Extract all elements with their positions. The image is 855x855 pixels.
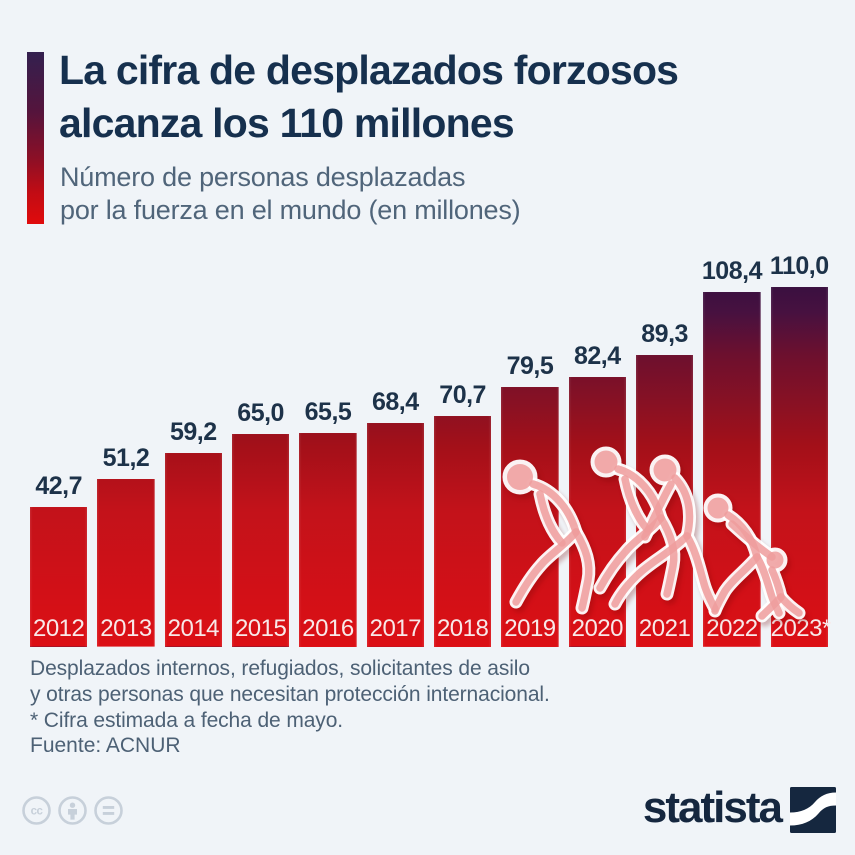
- creative-commons-license[interactable]: cc: [21, 795, 124, 826]
- bar-category-label: 2022: [706, 615, 758, 642]
- bar-2013: 51,2 2013: [97, 444, 155, 647]
- bar-value-label: 68,4: [371, 388, 419, 417]
- bar-2017: 68,4 2017: [366, 388, 424, 647]
- bar-category-label: 2019: [504, 615, 556, 642]
- bar-2015: 65,0 2015: [231, 399, 290, 647]
- bar-category-label: 2014: [167, 615, 220, 642]
- bar-value-label: 110,0: [769, 252, 829, 280]
- bar-value-label: 51,2: [102, 444, 150, 473]
- footnote: Desplazados internos, refugiados, solici…: [30, 656, 550, 734]
- statista-logo-icon: [790, 787, 836, 833]
- bar-2023: 110,0 2023*: [770, 252, 832, 647]
- bar-category-label: 2020: [571, 615, 624, 642]
- bar-category-label: 2012: [32, 615, 85, 642]
- bar-chart: 42,7 2012 51,2 2013 59,2 2014 65,0 2015 65,5 2016…: [30, 252, 832, 647]
- attribution-icon[interactable]: [57, 795, 88, 826]
- bar-category-label: 2023*: [770, 615, 832, 642]
- bar-2020: 82,4 2020: [568, 342, 626, 647]
- title-line2: alcanza los 110 millones: [59, 100, 515, 146]
- bottom-bar: cc statista: [21, 784, 836, 836]
- footnote-line2: y otras personas que necesitan protecció…: [30, 683, 550, 706]
- cc-icon[interactable]: cc: [21, 795, 52, 826]
- bar-category-label: 2015: [234, 615, 287, 642]
- bar-category-label: 2017: [369, 615, 422, 642]
- title-accent-bar: [27, 52, 44, 224]
- bar-value-label: 65,5: [304, 397, 352, 426]
- subtitle-line2: por la fuerza en el mundo (en millones): [60, 195, 521, 225]
- bar-value-label: 65,0: [237, 399, 284, 428]
- footnote-line1: Desplazados internos, refugiados, solici…: [30, 657, 530, 680]
- bar-value-label: 42,7: [35, 472, 82, 501]
- source-label: Fuente: ACNUR: [30, 734, 181, 757]
- subtitle-line1: Número de personas desplazadas: [60, 162, 466, 192]
- svg-text:cc: cc: [31, 805, 44, 817]
- bar-2018: 70,7 2018: [433, 381, 492, 647]
- bar-2021: 89,3 2021: [635, 320, 694, 647]
- statista-wordmark: statista: [642, 783, 783, 832]
- bar-category-label: 2013: [100, 615, 152, 642]
- bar-2012: 42,7 2012: [30, 472, 88, 647]
- bar-value-label: 108,4: [701, 257, 763, 286]
- bar-value-label: 70,7: [439, 380, 486, 409]
- bar-2016: 65,5 2016: [299, 398, 357, 647]
- bar-2019: 79,5 2019: [501, 352, 559, 647]
- bar-category-label: 2021: [638, 615, 691, 642]
- bar-category-label: 2016: [302, 615, 354, 642]
- bar-value-label: 59,2: [169, 418, 217, 447]
- bar-value-label: 79,5: [506, 351, 554, 380]
- chart-subtitle: Número de personas desplazadas por la fue…: [60, 161, 820, 227]
- bar-category-label: 2018: [436, 615, 489, 642]
- bar-value-label: 82,4: [573, 342, 621, 371]
- bar-2014: 59,2 2014: [164, 418, 222, 647]
- bar-value-label: 89,3: [641, 319, 688, 348]
- equals-icon[interactable]: [93, 795, 124, 826]
- page-title: La cifra de desplazados forzosos alcanza …: [59, 44, 839, 150]
- footnote-line3: * Cifra estimada a fecha de mayo.: [30, 709, 344, 732]
- bar-2022: 108,4 2022: [702, 257, 762, 647]
- statista-logo[interactable]: statista: [642, 783, 836, 833]
- title-line1: La cifra de desplazados forzosos: [59, 47, 679, 93]
